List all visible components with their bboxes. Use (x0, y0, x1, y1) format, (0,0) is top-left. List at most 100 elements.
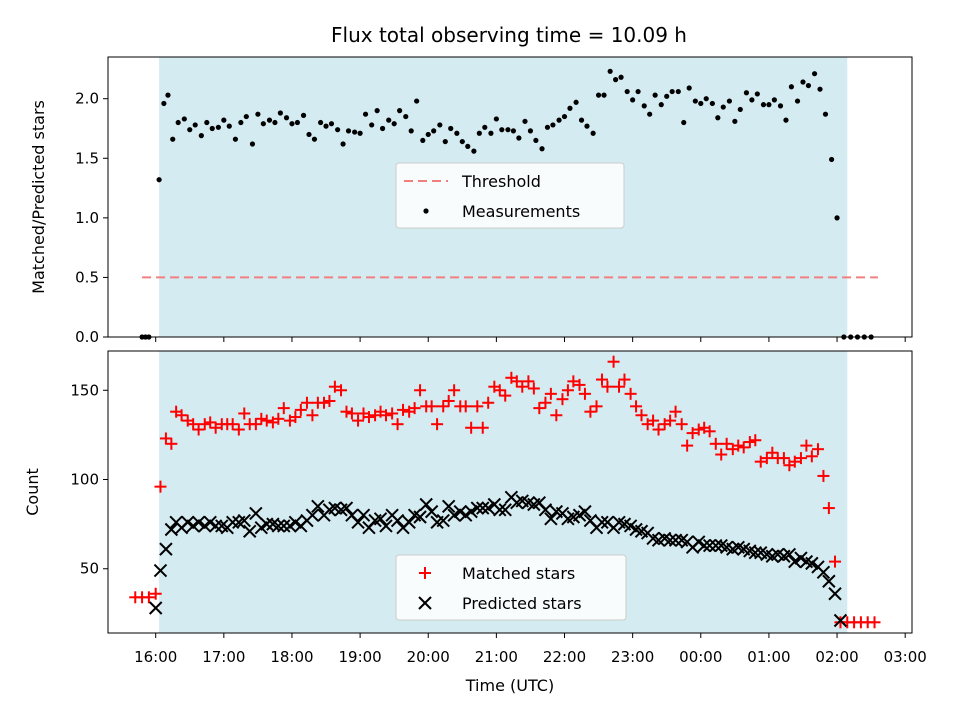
top-y-tick-label-0: 0.0 (75, 328, 99, 346)
top-legend: Threshold Measurements (395, 162, 625, 229)
predicted-star-point-120 (828, 587, 842, 601)
predicted-star-point-34 (339, 501, 354, 515)
matched-star-point-39 (352, 414, 365, 427)
matched-star-point-83 (601, 380, 614, 393)
predicted-star-point-11 (208, 519, 223, 533)
predicted-star-point-106 (748, 545, 762, 560)
predicted-star-point-91 (663, 533, 677, 547)
top-y-tick-label-1: 0.5 (75, 268, 99, 286)
measurement-point-109 (754, 91, 760, 97)
measurement-point-112 (771, 97, 777, 103)
predicted-star-point-3 (164, 522, 179, 537)
matched-star-point-114 (777, 452, 790, 465)
measurement-point-19 (243, 113, 249, 120)
measurement-point-104 (726, 98, 732, 104)
measurement-point-52 (431, 128, 437, 134)
measurement-point-70 (533, 137, 539, 144)
measurement-point-68 (522, 118, 528, 124)
predicted-star-point-0 (148, 601, 163, 615)
matched-star-point-89 (635, 409, 648, 422)
measurement-point-119 (811, 71, 818, 77)
measurement-point-55 (448, 125, 454, 132)
x-tick-label-5: 21:00 (475, 648, 518, 666)
measurement-point-106 (737, 106, 743, 113)
predicted-star-point-48 (419, 497, 433, 512)
measurement-point-85 (618, 74, 624, 80)
predicted-star-point-51 (436, 513, 450, 528)
measurement-point-62 (488, 130, 494, 136)
matched-star-point-79 (578, 387, 591, 400)
measurement-point-8 (181, 116, 187, 122)
measurement-point-33 (323, 123, 329, 129)
measurement-point-22 (260, 121, 266, 127)
measurement-point-81 (595, 92, 602, 98)
matched-star-point-86 (618, 373, 631, 386)
predicted-star-point-47 (413, 510, 427, 524)
bottom-y-tick-label-1: 100 (70, 471, 99, 489)
measurement-point-90 (647, 111, 653, 117)
measurement-point-95 (675, 88, 681, 95)
measurement-point-113 (777, 103, 784, 109)
measurement-point-123 (834, 215, 840, 221)
measurement-point-120 (817, 86, 823, 92)
matched-star-point-45 (386, 407, 399, 420)
matched-star-point-82 (595, 373, 608, 386)
matched-star-point-49 (408, 402, 421, 415)
measurement-point-115 (788, 84, 795, 90)
matched-star-point-120 (811, 443, 824, 456)
predicted-star-point-41 (379, 519, 393, 533)
matched-star-point-95 (669, 405, 682, 418)
bottom-y-tick-label-0: 50 (80, 560, 99, 578)
measurement-point-45 (391, 121, 397, 127)
matched-star-point-117 (794, 452, 807, 465)
measurement-point-114 (783, 117, 789, 123)
measurement-point-77 (573, 99, 579, 105)
x-tick-label-10: 02:00 (815, 648, 858, 666)
measurement-point-107 (743, 90, 750, 96)
matched-star-point-8 (175, 409, 188, 422)
measurement-point-43 (379, 125, 386, 132)
measurement-point-4 (161, 100, 167, 107)
x-tick-label-2: 18:00 (270, 648, 313, 666)
measurement-point-30 (306, 131, 312, 138)
x-tick-label-9: 01:00 (747, 648, 790, 666)
predicted-star-point-121 (833, 613, 848, 628)
predicted-star-point-76 (578, 504, 592, 519)
matched-star-point-70 (527, 382, 540, 395)
measurement-point-40 (362, 111, 369, 117)
measurement-point-122 (829, 156, 835, 163)
matched-star-point-80 (584, 405, 597, 418)
predicted-star-point-113 (788, 554, 802, 569)
top-y-axis: 0.0 0.5 1.0 1.5 2.0 (75, 90, 108, 346)
predicted-star-point-1 (153, 563, 168, 578)
measurement-point-16 (226, 123, 232, 129)
matched-star-point-53 (431, 418, 444, 431)
matched-star-point-84 (607, 355, 620, 368)
measurement-point-99 (698, 100, 704, 107)
predicted-star-point-29 (311, 499, 325, 513)
measurement-point-60 (476, 130, 482, 136)
x-tick-label-8: 00:00 (679, 648, 722, 666)
matched-star-point-3 (149, 587, 162, 600)
bottom-x-axis: 16:00 17:00 18:00 19:00 20:00 21:00 22:00 23:00… (134, 633, 927, 666)
measurement-point-50 (420, 137, 426, 144)
matched-star-point-64 (493, 384, 506, 397)
measurement-point-3 (156, 177, 162, 183)
measurement-point-54 (442, 138, 448, 145)
predicted-star-point-70 (544, 512, 558, 526)
measurement-point-27 (289, 121, 295, 127)
matched-star-point-71 (533, 402, 546, 415)
measurement-point-67 (516, 135, 522, 141)
matched-star-point-69 (522, 375, 535, 388)
matched-star-point-107 (737, 441, 750, 454)
top-y-axis-label: Matched/Predicted stars (29, 100, 48, 294)
x-tick-label-3: 19:00 (338, 648, 381, 666)
matched-star-point-73 (544, 387, 557, 400)
measurement-point-15 (221, 117, 227, 123)
matched-star-point-4 (154, 480, 167, 493)
matched-star-point-31 (306, 409, 319, 422)
measurement-point-28 (294, 119, 301, 126)
matched-star-point-41 (362, 411, 375, 424)
matched-star-point-54 (437, 400, 450, 413)
matched-star-point-46 (391, 418, 404, 431)
